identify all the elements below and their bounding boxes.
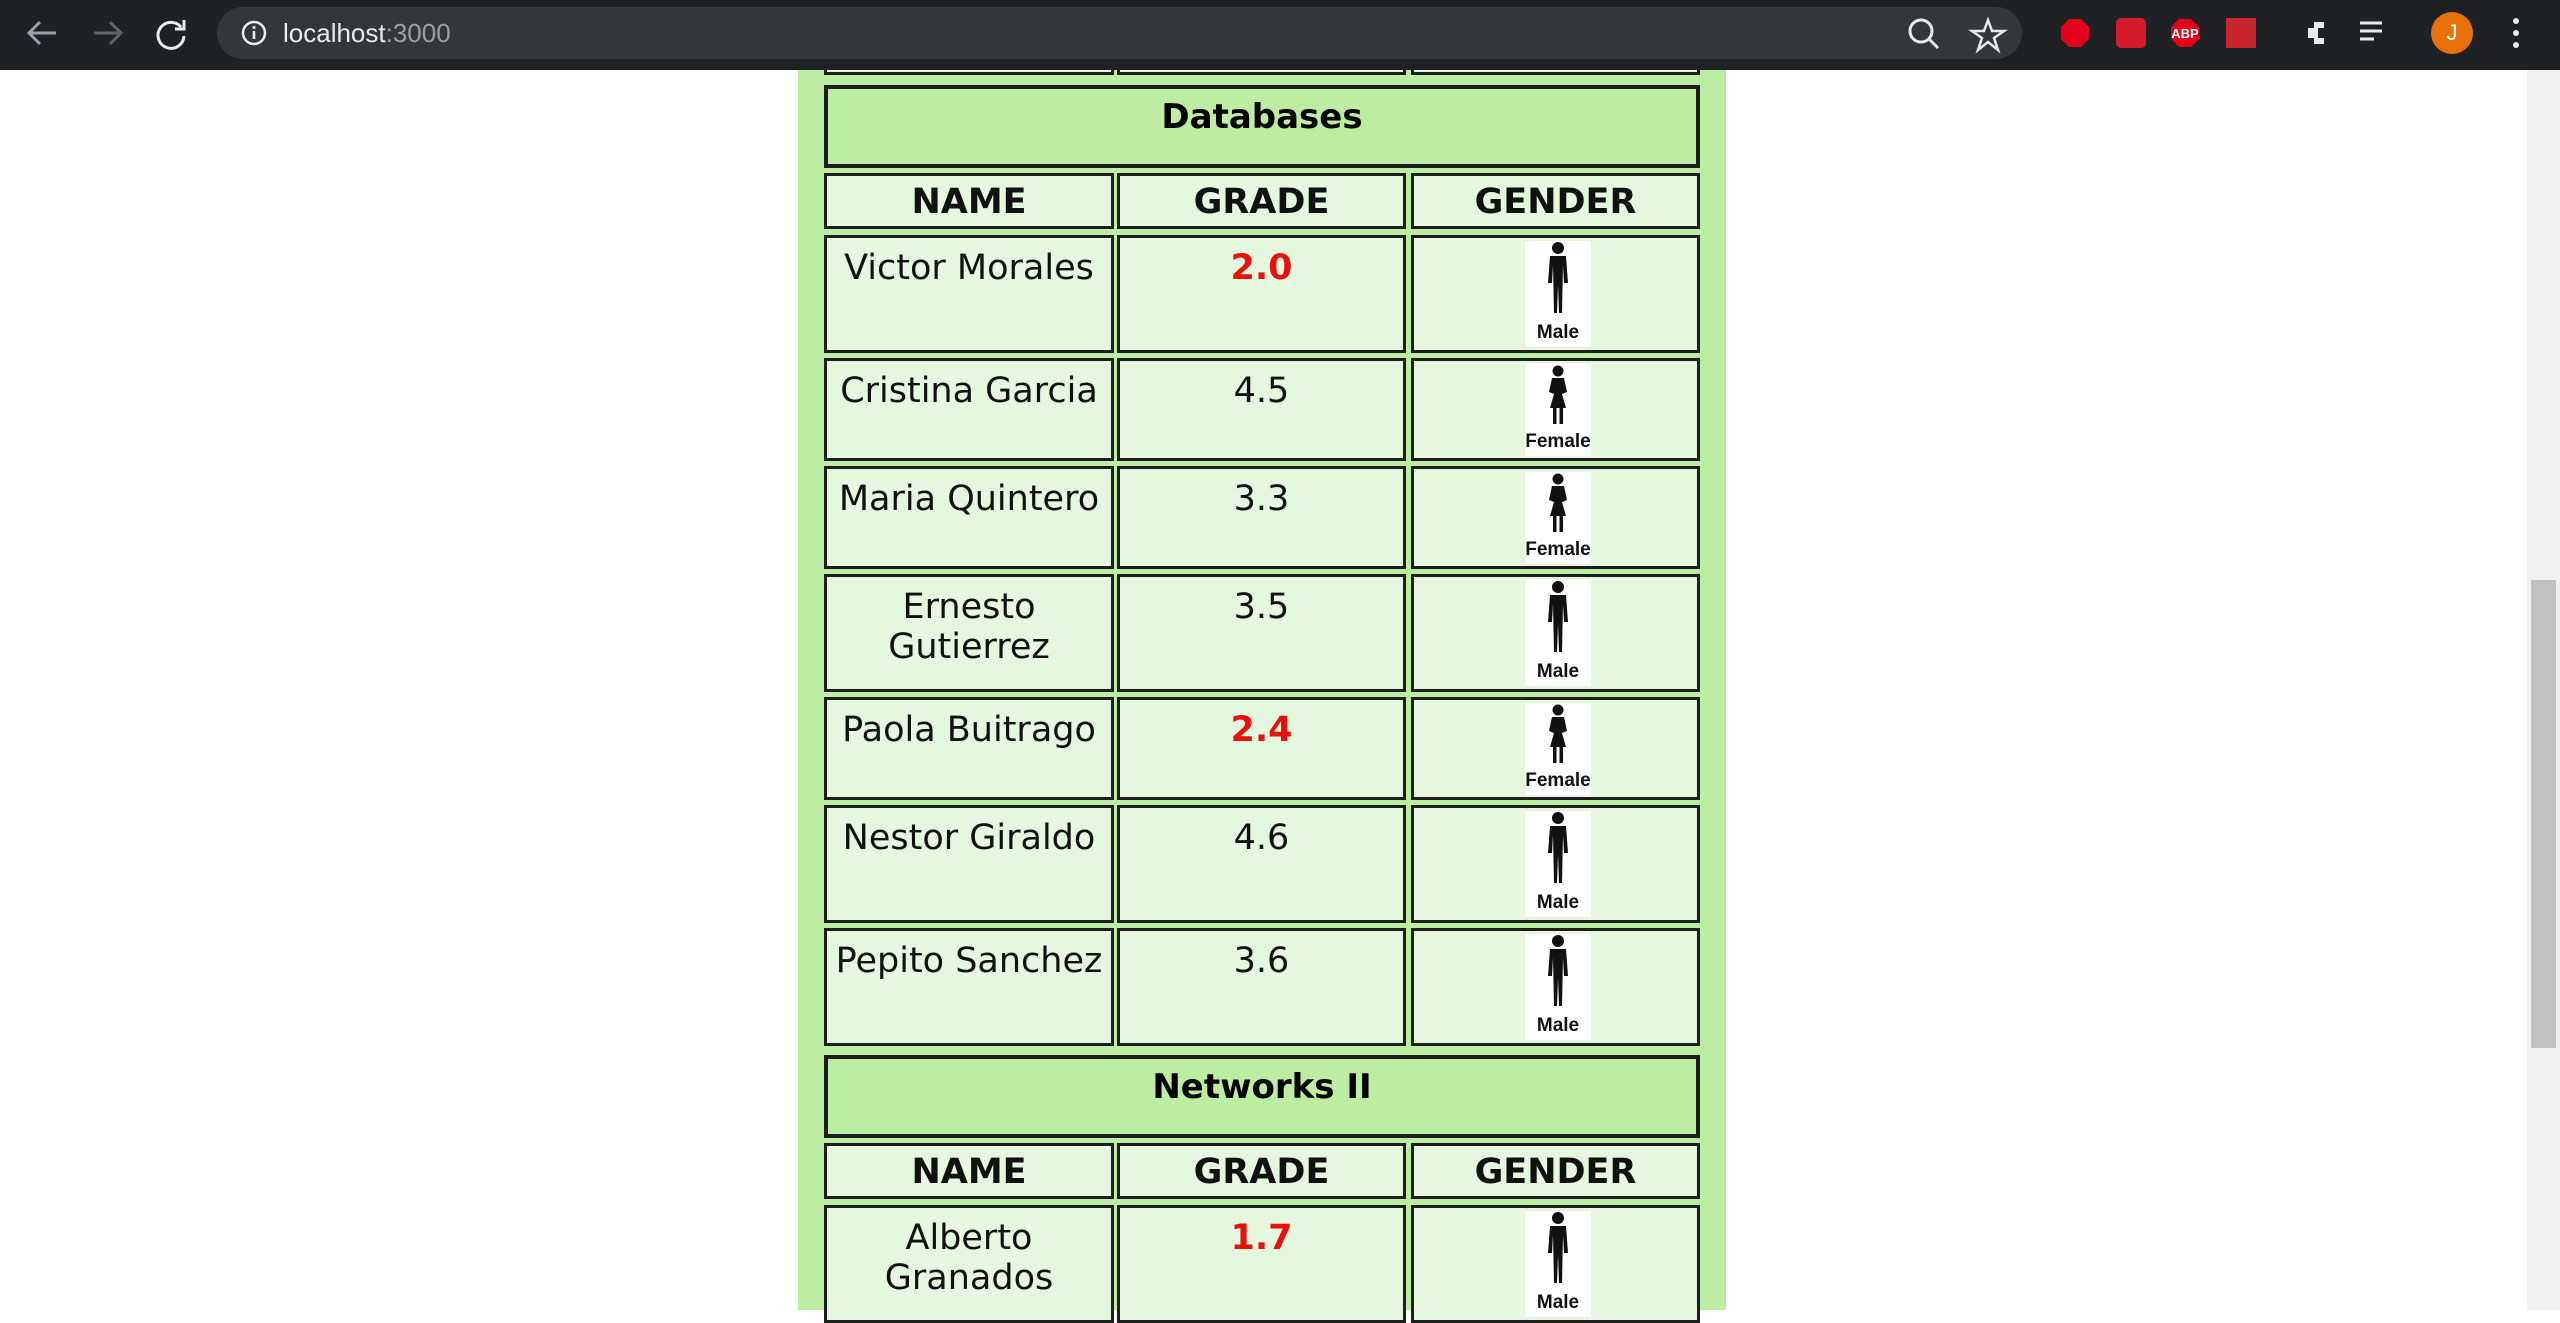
gender-label: Male [1536,892,1580,913]
extensions[interactable]: ABP [1890,0,2450,70]
student-gender: Female [1411,466,1700,569]
student-name: Victor Morales [824,235,1114,353]
url: localhost:3000 [283,7,451,59]
student-name: Nestor Giraldo [824,805,1114,923]
gender-icon: Male [1525,241,1591,347]
column-header: GRADE [1117,1143,1406,1199]
student-grade: 1.7 [1117,1205,1406,1323]
browser-toolbar: localhost:3000 ABP J [0,0,2560,70]
scrollbar[interactable] [2527,70,2560,1310]
gender-icon: Male [1525,1211,1591,1317]
gender-label: Female [1525,431,1591,452]
column-header: NAME [824,1143,1114,1199]
svg-text:ABP: ABP [2171,26,2199,41]
student-grade: 3.5 [1117,574,1406,692]
student-gender: Male [1411,235,1700,353]
gender-icon: Female [1525,703,1591,795]
content-panel: Databases NAME GRADE GENDER Victor Morales 2.… [798,30,1726,1323]
student-name: Paola Buitrago [824,697,1114,800]
student-name: Pepito Sanchez [824,928,1114,1046]
student-grade: 4.6 [1117,805,1406,923]
student-grade: 3.6 [1117,928,1406,1046]
student-gender: Male [1411,1205,1700,1323]
student-name: Ernesto Gutierrez [824,574,1114,692]
student-grade: 4.5 [1117,358,1406,461]
address-bar[interactable]: localhost:3000 [217,7,2022,59]
profile-avatar[interactable]: J [2431,12,2473,54]
gender-label: Male [1536,1292,1580,1313]
student-gender: Male [1411,574,1700,692]
student-gender: Female [1411,697,1700,800]
student-grade: 2.4 [1117,697,1406,800]
student-grade: 3.3 [1117,466,1406,569]
gender-label: Male [1536,1015,1580,1036]
url-host: localhost [283,18,386,48]
student-name: Cristina Garcia [824,358,1114,461]
student-gender: Female [1411,358,1700,461]
gender-icon: Male [1525,811,1591,917]
gender-label: Male [1536,661,1580,682]
gender-icon: Male [1525,934,1591,1040]
column-header: NAME [824,173,1114,229]
nav-buttons[interactable] [0,0,200,70]
student-grade: 2.0 [1117,235,1406,353]
column-header: GENDER [1411,1143,1700,1199]
scroll-thumb[interactable] [2531,580,2556,1048]
url-port: :3000 [385,18,451,48]
section-title: Databases [824,85,1700,168]
column-header: GRADE [1117,173,1406,229]
column-header: GENDER [1411,173,1700,229]
gender-label: Female [1525,770,1591,791]
gender-label: Female [1525,539,1591,560]
gender-icon: Female [1525,364,1591,456]
student-name: Maria Quintero [824,466,1114,569]
menu[interactable] [2506,13,2526,53]
student-gender: Male [1411,928,1700,1046]
gender-label: Male [1536,322,1580,343]
section-title: Networks II [824,1055,1700,1138]
gender-icon: Female [1525,472,1591,564]
student-name: Alberto Granados [824,1205,1114,1323]
student-gender: Male [1411,805,1700,923]
gender-icon: Male [1525,580,1591,686]
